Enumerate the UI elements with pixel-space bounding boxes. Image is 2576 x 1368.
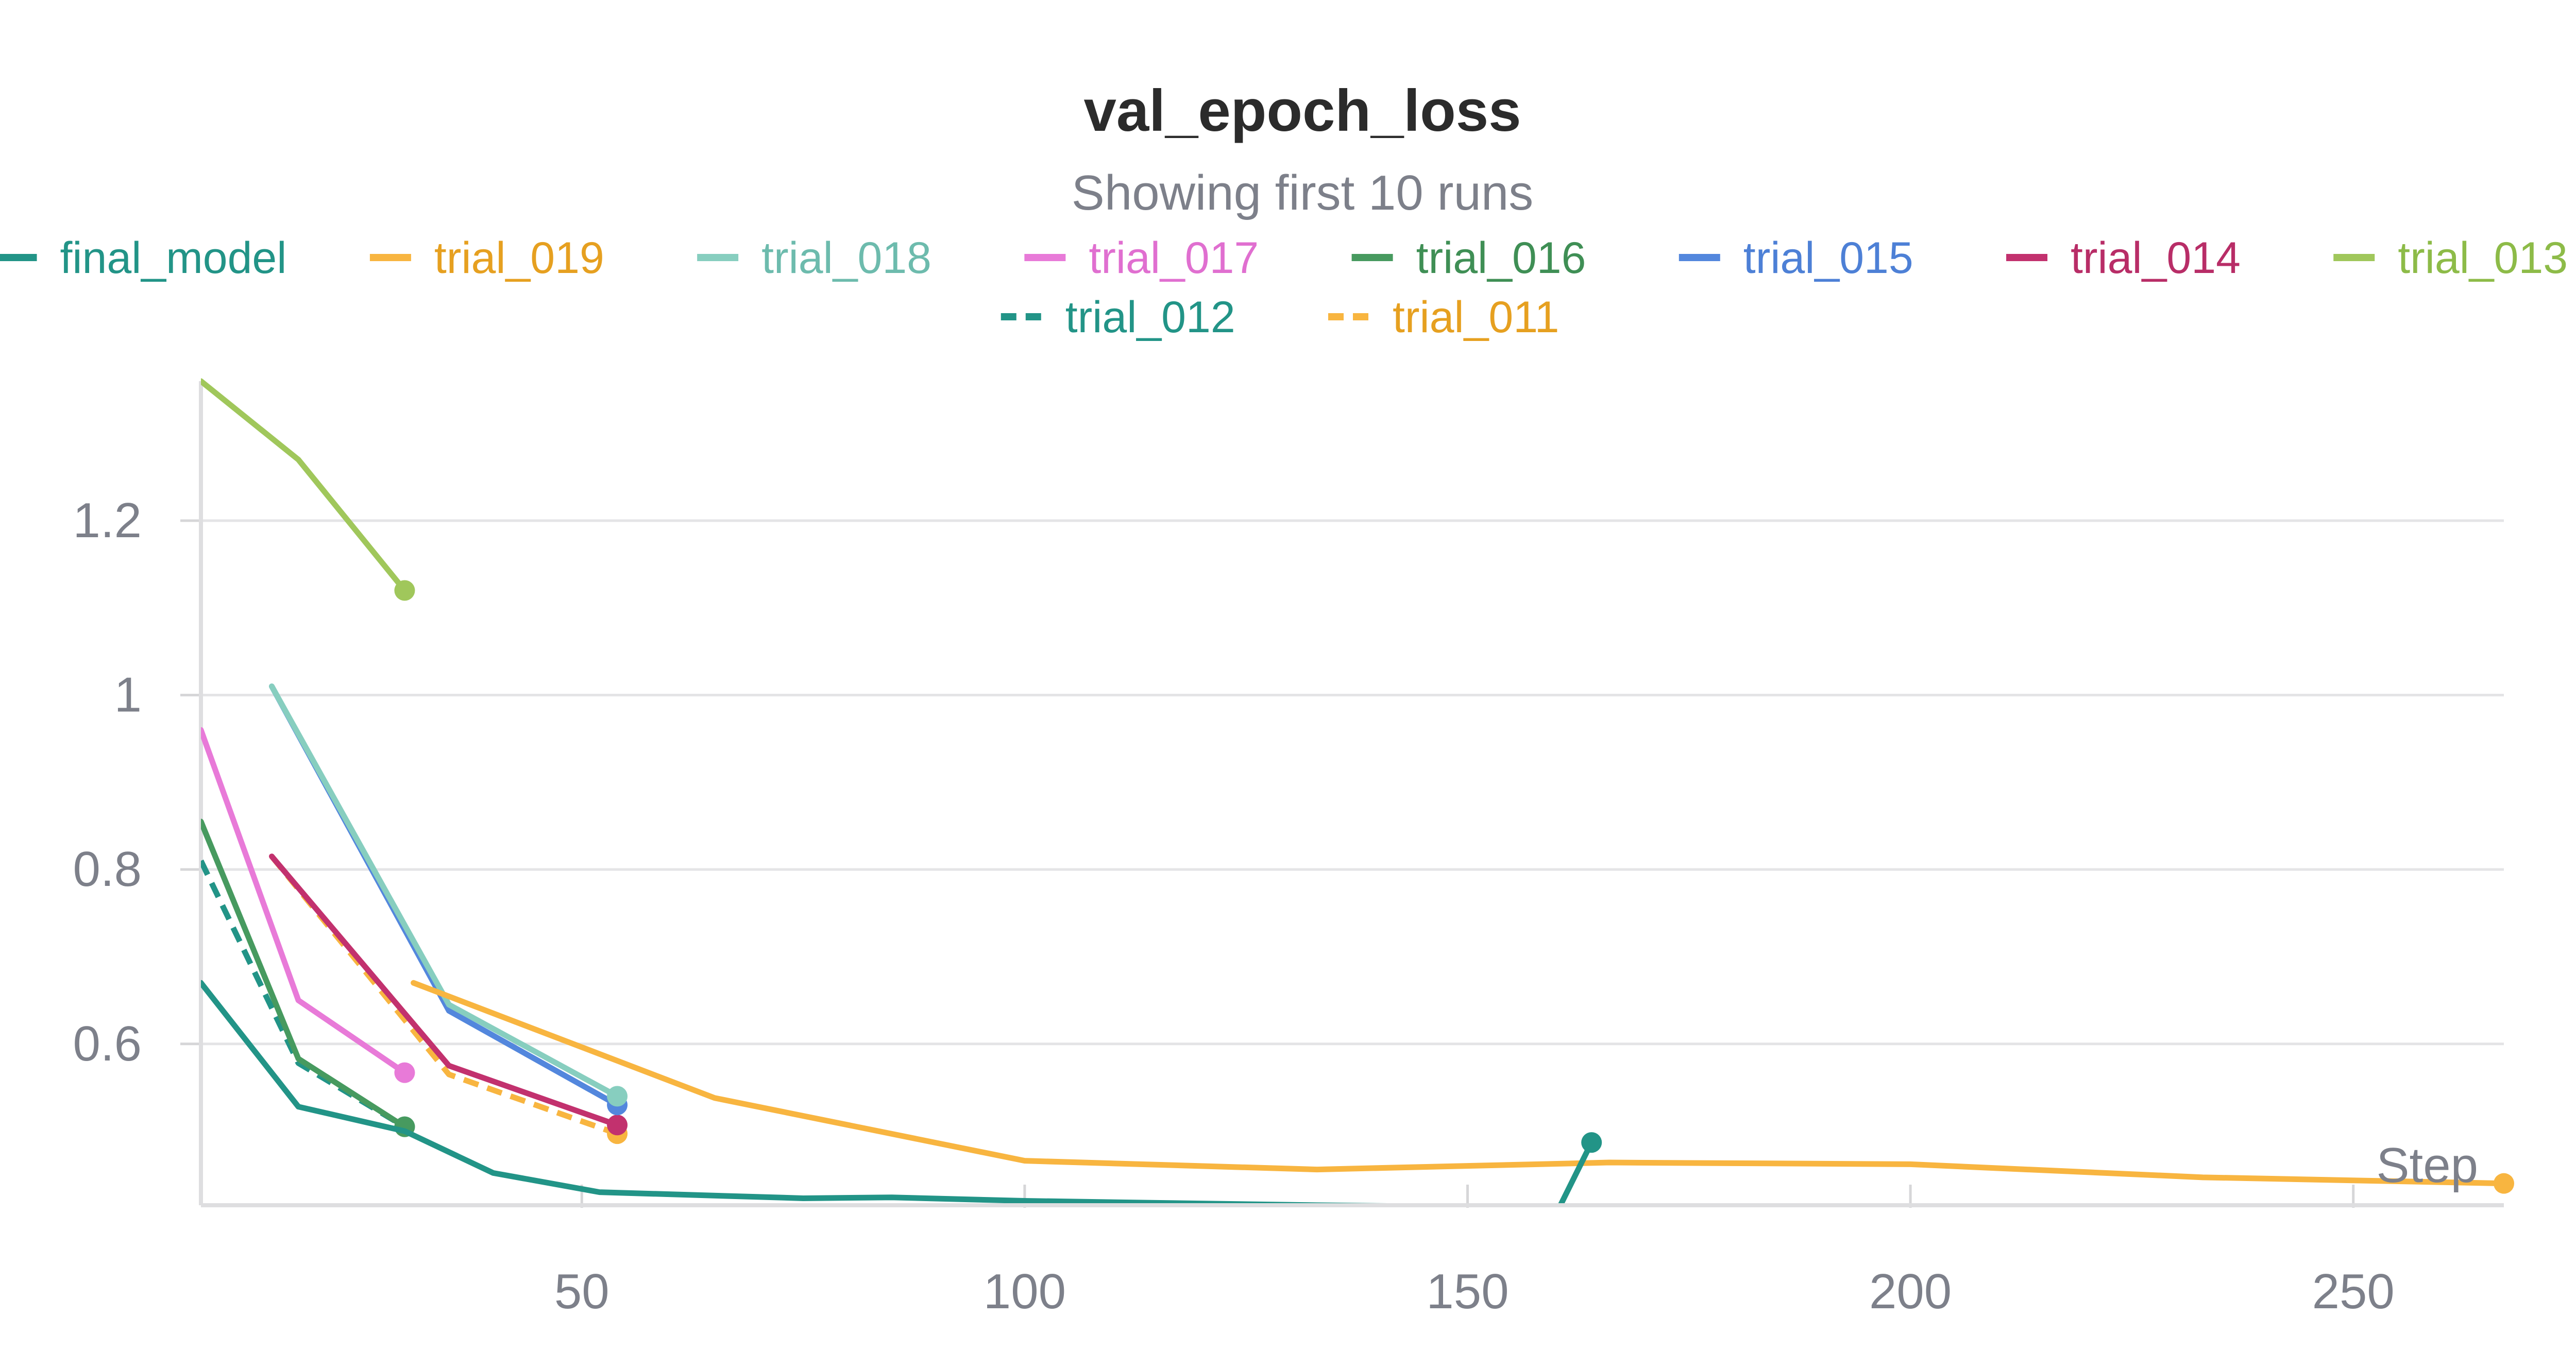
- legend-label: trial_013: [2398, 233, 2568, 283]
- legend-item-trial-016[interactable]: trial_016: [1351, 233, 1586, 283]
- series-end-point-trial-014[interactable]: [607, 1115, 628, 1136]
- legend-item-trial-017[interactable]: trial_017: [1024, 233, 1259, 283]
- legend-label: trial_018: [761, 233, 931, 283]
- chart-title: val_epoch_loss: [1083, 78, 1521, 144]
- grid: [201, 519, 2504, 1046]
- series-end-point-trial-018[interactable]: [607, 1086, 628, 1107]
- x-tick-label: 250: [2312, 1264, 2395, 1319]
- series-line-trial-011[interactable]: [269, 854, 618, 1137]
- x-tick-label: 150: [1426, 1264, 1509, 1319]
- legend-item-trial-019[interactable]: trial_019: [369, 233, 604, 283]
- series-end-point-trial-013[interactable]: [394, 580, 415, 601]
- series-line-trial-014[interactable]: [269, 853, 620, 1128]
- legend-label: trial_017: [1089, 233, 1259, 283]
- legend-item-trial-011[interactable]: trial_011: [1328, 293, 1560, 342]
- legend-label: final_model: [60, 233, 287, 283]
- legend-label: trial_016: [1416, 233, 1586, 283]
- legend-label: trial_011: [1393, 293, 1560, 342]
- chart-subtitle: Showing first 10 runs: [1071, 165, 1534, 220]
- legend-item-final-model[interactable]: final_model: [0, 233, 286, 283]
- series-end-point-trial-019[interactable]: [2494, 1173, 2514, 1194]
- axes: [180, 381, 2504, 1208]
- x-tick-label: 200: [1869, 1264, 1952, 1319]
- series-segment-final-model[interactable]: [1556, 1139, 1595, 1214]
- x-tick-label: 100: [984, 1264, 1066, 1319]
- legend-item-trial-013[interactable]: trial_013: [2333, 233, 2568, 283]
- series-end-point-trial-017[interactable]: [394, 1062, 415, 1083]
- legend-label: trial_014: [2071, 233, 2241, 283]
- series-line-trial-016[interactable]: [201, 818, 408, 1130]
- series-line-trial-017[interactable]: [201, 727, 408, 1076]
- legend-item-trial-012[interactable]: trial_012: [1001, 293, 1235, 342]
- x-tick-label: 50: [554, 1264, 609, 1319]
- legend-label: trial_015: [1743, 233, 1913, 283]
- series-line-trial-019[interactable]: [411, 980, 2507, 1187]
- series-line-trial-018[interactable]: [269, 683, 620, 1099]
- legend-label: trial_012: [1065, 293, 1235, 342]
- x-axis-label: Step: [2377, 1138, 2478, 1193]
- legend: final_model trial_019 trial_018 trial_017 tr…: [0, 233, 2568, 342]
- y-tick-label: 1.2: [73, 493, 142, 548]
- series-group: [201, 378, 2514, 1214]
- legend-item-trial-014[interactable]: trial_014: [2006, 233, 2241, 283]
- y-tick-label: 1: [114, 668, 142, 723]
- series-line-trial-013[interactable]: [201, 378, 408, 593]
- legend-label: trial_019: [434, 233, 604, 283]
- y-tick-label: 0.8: [73, 842, 142, 897]
- y-tick-label: 0.6: [73, 1016, 142, 1071]
- legend-item-trial-018[interactable]: trial_018: [697, 233, 931, 283]
- legend-item-trial-015[interactable]: trial_015: [1679, 233, 1913, 283]
- series-line-final-model[interactable]: [201, 980, 1556, 1208]
- series-end-point-final-model[interactable]: [1581, 1132, 1602, 1153]
- axis-labels: 0.6 0.8 1 1.2 50 100 150 200 250 Step: [73, 493, 2478, 1319]
